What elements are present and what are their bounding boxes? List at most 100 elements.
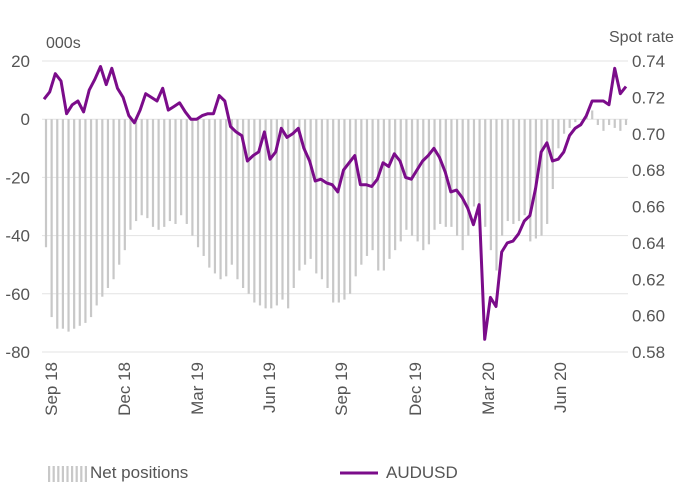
net-positions-bar xyxy=(529,119,532,242)
net-positions-bar xyxy=(303,119,307,265)
legend-bar-mark xyxy=(75,466,78,482)
net-positions-bar xyxy=(343,119,346,300)
x-tick-label: Sep 18 xyxy=(42,362,61,416)
net-positions-bar xyxy=(185,119,188,224)
legend-bar-mark xyxy=(84,466,87,482)
right-axis-unit-label: Spot rate xyxy=(609,29,674,46)
net-positions-bar xyxy=(44,119,48,248)
audusd-line-layer xyxy=(42,65,628,341)
right-tick-label: 0.68 xyxy=(632,161,665,180)
net-positions-bar xyxy=(275,119,278,306)
net-positions-bar xyxy=(495,119,498,271)
left-tick-label: -40 xyxy=(5,227,30,246)
net-positions-bar xyxy=(365,119,369,256)
net-positions-bar xyxy=(236,119,239,280)
net-positions-bar xyxy=(540,119,543,236)
grid-lines xyxy=(42,60,628,353)
net-positions-bar xyxy=(467,119,470,236)
net-positions-bar xyxy=(613,119,616,128)
net-positions-bar xyxy=(433,119,436,230)
left-tick-label: 0 xyxy=(21,110,30,129)
legend-bar-mark xyxy=(52,466,55,482)
net-positions-bar xyxy=(146,119,149,219)
x-tick-label: Sep 19 xyxy=(332,362,351,416)
net-positions-bar xyxy=(546,119,549,224)
net-positions-bars xyxy=(44,110,628,332)
net-positions-bar xyxy=(270,119,273,309)
left-axis-unit-label: 000s xyxy=(46,35,81,52)
net-positions-bar xyxy=(591,110,594,120)
net-positions-bar xyxy=(326,119,329,288)
net-positions-bar xyxy=(191,119,194,236)
net-positions-bar xyxy=(624,119,628,126)
net-positions-bar xyxy=(292,119,295,288)
net-positions-bar xyxy=(61,119,64,329)
right-tick-label: 0.70 xyxy=(632,125,665,144)
net-positions-bar xyxy=(608,119,611,126)
net-positions-bar xyxy=(168,119,171,222)
net-positions-bar xyxy=(596,119,599,126)
net-positions-bar xyxy=(180,119,183,216)
net-positions-bar xyxy=(281,119,284,300)
legend-bar-mark xyxy=(71,466,74,482)
right-tick-label: 0.58 xyxy=(632,343,665,362)
right-axis-ticks: 0.74 0.72 0.70 0.68 0.66 0.64 0.62 0.60 0.58 xyxy=(632,52,665,362)
net-positions-bar xyxy=(67,119,70,332)
net-positions-bar xyxy=(225,119,228,277)
net-positions-bar xyxy=(106,119,110,288)
net-positions-bar xyxy=(360,119,363,265)
legend-bar-mark xyxy=(57,466,60,482)
net-positions-bar xyxy=(101,119,104,297)
net-positions-bar xyxy=(315,119,318,274)
net-positions-bar xyxy=(461,119,464,251)
legend-bar-mark xyxy=(66,466,69,482)
net-positions-bar xyxy=(247,119,250,294)
legend: Net positions AUDUSD xyxy=(48,463,458,482)
left-tick-label: 20 xyxy=(11,52,30,71)
net-positions-bar xyxy=(394,119,397,251)
net-positions-bar xyxy=(287,119,290,309)
x-tick-label: Mar 19 xyxy=(188,362,207,415)
legend-bar-mark xyxy=(48,466,51,482)
x-axis-ticks: Sep 18 Dec 18 Mar 19 Jun 19 Sep 19 Dec 19 Mar … xyxy=(42,362,570,416)
left-tick-label: -80 xyxy=(5,343,30,362)
net-positions-bar xyxy=(309,119,312,259)
net-positions-bar xyxy=(579,119,583,120)
net-positions-bar xyxy=(157,119,160,230)
net-positions-bar xyxy=(602,119,605,131)
net-positions-bar xyxy=(84,119,87,323)
x-tick-label: Mar 20 xyxy=(479,362,498,415)
net-positions-bar xyxy=(123,119,126,251)
net-positions-bar xyxy=(619,119,622,131)
net-positions-bar xyxy=(174,119,177,224)
net-positions-bar xyxy=(562,119,566,134)
net-positions-bar xyxy=(501,119,504,236)
net-positions-bar xyxy=(253,119,256,303)
net-positions-bar xyxy=(208,119,211,268)
left-axis-ticks: 20 0 -20 -40 -60 -80 xyxy=(5,52,30,362)
net-positions-bar xyxy=(129,119,132,230)
net-positions-bar xyxy=(484,119,487,227)
legend-audusd-label: AUDUSD xyxy=(386,463,458,482)
right-tick-label: 0.74 xyxy=(632,52,665,71)
net-positions-bar xyxy=(478,119,481,216)
net-positions-bar xyxy=(427,119,431,245)
net-positions-bar xyxy=(388,119,391,259)
legend-bar-mark xyxy=(61,466,64,482)
right-tick-label: 0.72 xyxy=(632,88,665,107)
net-positions-bar xyxy=(56,119,59,329)
net-positions-bar xyxy=(439,119,442,224)
x-tick-label: Jun 19 xyxy=(260,362,279,413)
audusd-line xyxy=(42,65,628,341)
net-positions-bar xyxy=(523,119,526,216)
net-positions-bar xyxy=(298,119,301,271)
right-tick-label: 0.62 xyxy=(632,270,665,289)
legend-net-positions-label: Net positions xyxy=(90,463,188,482)
net-positions-bar xyxy=(399,119,402,242)
net-positions-bar xyxy=(95,119,98,306)
net-positions-bar xyxy=(196,119,200,248)
net-positions-bar xyxy=(517,119,521,222)
legend-net-positions-swatch xyxy=(48,466,87,482)
right-tick-label: 0.64 xyxy=(632,234,665,253)
